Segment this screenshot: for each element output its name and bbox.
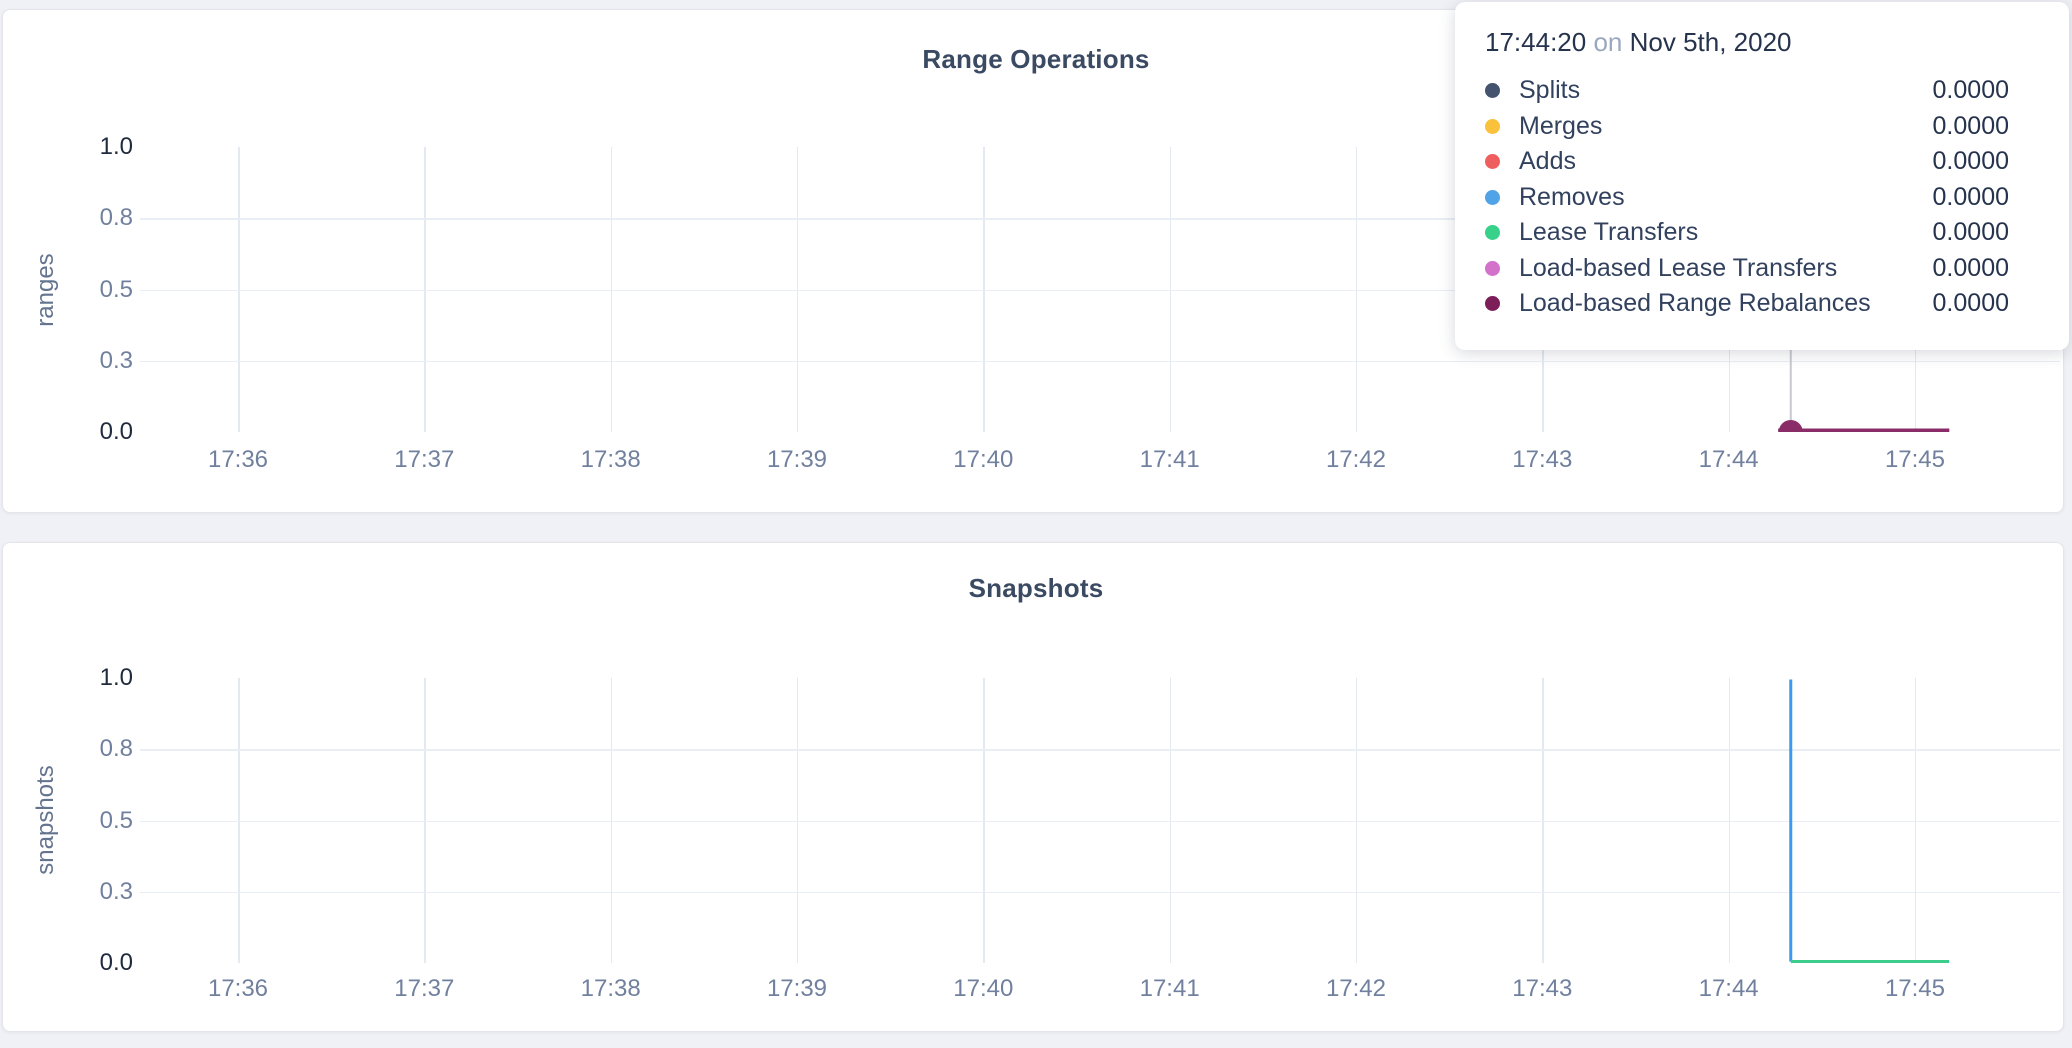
tooltip-series-label: Removes (1519, 182, 1625, 211)
series-color-dot (1485, 189, 1500, 205)
y-tick-label: 0.8 (99, 735, 133, 763)
y-tick-label: 0.3 (99, 877, 133, 905)
x-tick-label: 17:40 (953, 975, 1014, 1002)
series-color-dot (1485, 83, 1500, 99)
x-tick-label: 17:36 (207, 446, 269, 473)
plot-area-snapshots[interactable] (140, 678, 2060, 963)
tooltip-date: Nov 5th, 2020 (1629, 27, 1792, 57)
tooltip-timestamp: 17:44:20 on Nov 5th, 2020 (1485, 24, 2009, 60)
chart-card-snapshots (2, 542, 2064, 1032)
chart-tooltip: 17:44:20 on Nov 5th, 2020 Splits 0.0000 Me… (1455, 2, 2069, 350)
tooltip-series-row: Load-based Lease Transfers 0.0000 (1485, 251, 2009, 287)
x-tick-label: 17:39 (766, 446, 828, 473)
x-tick-label: 17:44 (1698, 975, 1759, 1002)
tooltip-series-row: Adds 0.0000 (1485, 144, 2009, 180)
y-tick-label: 0.5 (99, 275, 133, 303)
x-tick-label: 17:42 (1325, 446, 1386, 473)
x-tick-label: 17:41 (1139, 975, 1200, 1002)
y-tick-label: 0.5 (99, 806, 133, 834)
gridline-horizontal (140, 891, 2060, 894)
x-tick-label: 17:40 (953, 446, 1014, 473)
x-tick-label: 17:38 (580, 446, 641, 473)
x-tick-label: 17:43 (1512, 975, 1573, 1002)
hover-point-dot (1778, 420, 1803, 432)
x-tick-label: 17:41 (1139, 446, 1200, 473)
series-color-dot (1485, 296, 1500, 312)
tooltip-series-label: Adds (1519, 147, 1576, 176)
gridline-horizontal (140, 749, 2060, 751)
gridline-horizontal (140, 218, 2060, 220)
tooltip-series-label: Lease Transfers (1519, 218, 1699, 247)
x-tick-label: 17:45 (1884, 446, 1945, 473)
tooltip-series-label: Splits (1519, 76, 1581, 105)
x-tick-label: 17:44 (1698, 446, 1759, 473)
tooltip-series-row: Splits 0.0000 (1485, 73, 2009, 109)
gridline-horizontal (140, 360, 2060, 363)
x-tick-label: 17:43 (1512, 446, 1573, 473)
tooltip-series-value: 0.0000 (1932, 111, 2009, 140)
x-tick-label: 17:42 (1325, 975, 1386, 1002)
tooltip-series-value: 0.0000 (1932, 218, 2009, 247)
y-tick-label: 1.0 (99, 664, 133, 691)
x-tick-label: 17:37 (394, 446, 455, 473)
tooltip-series-value: 0.0000 (1932, 147, 2009, 176)
tooltip-series-row: Lease Transfers 0.0000 (1485, 215, 2009, 251)
y-tick-label: 0.8 (99, 204, 133, 232)
y-tick-label: 0.3 (99, 346, 133, 374)
x-tick-label: 17:39 (766, 975, 828, 1002)
x-tick-label: 17:38 (580, 975, 641, 1002)
x-tick-label: 17:36 (207, 975, 269, 1002)
tooltip-series-value: 0.0000 (1932, 182, 2009, 211)
x-tick-label: 17:37 (394, 975, 455, 1002)
tooltip-series-list: Splits 0.0000 Merges 0.0000 Adds 0.0000 Remove… (1485, 73, 2009, 322)
gridline-horizontal (140, 289, 2060, 291)
tooltip-series-value: 0.0000 (1932, 253, 2009, 282)
y-tick-label: 0.0 (99, 418, 133, 445)
gridline-horizontal (140, 820, 2060, 822)
tooltip-series-value: 0.0000 (1932, 289, 2009, 318)
series-color-dot (1485, 225, 1500, 241)
x-tick-label: 17:45 (1884, 975, 1945, 1002)
tooltip-series-label: Load-based Lease Transfers (1519, 253, 1838, 282)
y-tick-label: 1.0 (99, 133, 133, 160)
tooltip-time: 17:44:20 (1485, 27, 1587, 57)
series-color-dot (1485, 260, 1500, 276)
tooltip-on-word: on (1593, 27, 1623, 57)
tooltip-series-label: Load-based Range Rebalances (1519, 289, 1871, 318)
tooltip-series-row: Merges 0.0000 (1485, 109, 2009, 145)
tooltip-series-value: 0.0000 (1932, 76, 2009, 105)
series-color-dot (1485, 118, 1500, 134)
tooltip-series-label: Merges (1519, 111, 1603, 140)
chart-title-range-operations: Range Operations (922, 44, 1150, 74)
chart-title-snapshots: Snapshots (968, 573, 1104, 603)
series-color-dot (1485, 154, 1500, 170)
y-tick-label: 0.0 (99, 949, 133, 976)
tooltip-series-row: Load-based Range Rebalances 0.0000 (1485, 286, 2009, 322)
tooltip-series-row: Removes 0.0000 (1485, 180, 2009, 216)
